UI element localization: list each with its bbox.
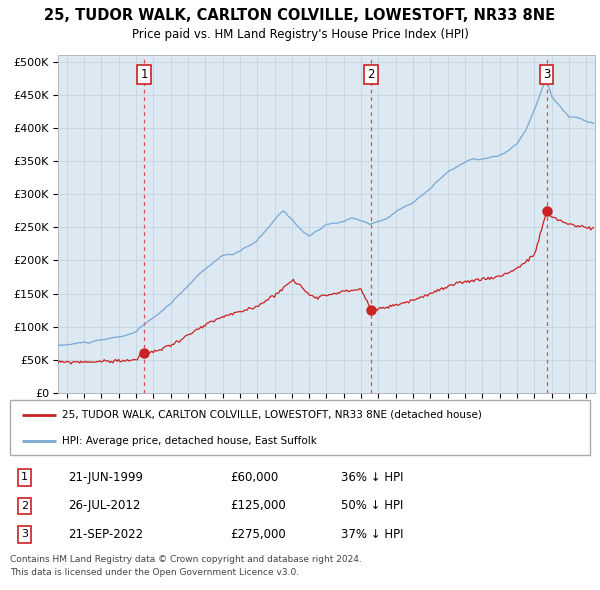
Text: 21-SEP-2022: 21-SEP-2022 [68,527,143,541]
Text: HPI: Average price, detached house, East Suffolk: HPI: Average price, detached house, East… [62,436,317,446]
Text: This data is licensed under the Open Government Licence v3.0.: This data is licensed under the Open Gov… [10,568,299,577]
Text: 21-JUN-1999: 21-JUN-1999 [68,471,143,484]
Text: 26-JUL-2012: 26-JUL-2012 [68,499,140,512]
Text: 36% ↓ HPI: 36% ↓ HPI [341,471,403,484]
Text: 25, TUDOR WALK, CARLTON COLVILLE, LOWESTOFT, NR33 8NE: 25, TUDOR WALK, CARLTON COLVILLE, LOWEST… [44,8,556,23]
Text: Price paid vs. HM Land Registry's House Price Index (HPI): Price paid vs. HM Land Registry's House … [131,28,469,41]
Text: 37% ↓ HPI: 37% ↓ HPI [341,527,403,541]
Text: 25, TUDOR WALK, CARLTON COLVILLE, LOWESTOFT, NR33 8NE (detached house): 25, TUDOR WALK, CARLTON COLVILLE, LOWEST… [62,410,482,420]
Text: £275,000: £275,000 [230,527,286,541]
Text: Contains HM Land Registry data © Crown copyright and database right 2024.: Contains HM Land Registry data © Crown c… [10,555,362,564]
Text: £125,000: £125,000 [230,499,286,512]
Text: 1: 1 [140,68,148,81]
Text: 50% ↓ HPI: 50% ↓ HPI [341,499,403,512]
Text: 1: 1 [21,473,28,483]
Text: 2: 2 [21,501,28,511]
Text: 2: 2 [367,68,375,81]
Text: 3: 3 [21,529,28,539]
Text: 3: 3 [543,68,551,81]
Text: £60,000: £60,000 [230,471,278,484]
